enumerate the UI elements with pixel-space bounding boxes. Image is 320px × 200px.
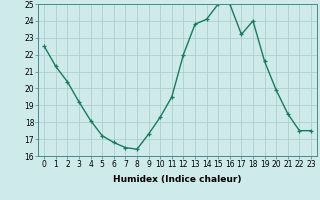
X-axis label: Humidex (Indice chaleur): Humidex (Indice chaleur) bbox=[113, 175, 242, 184]
